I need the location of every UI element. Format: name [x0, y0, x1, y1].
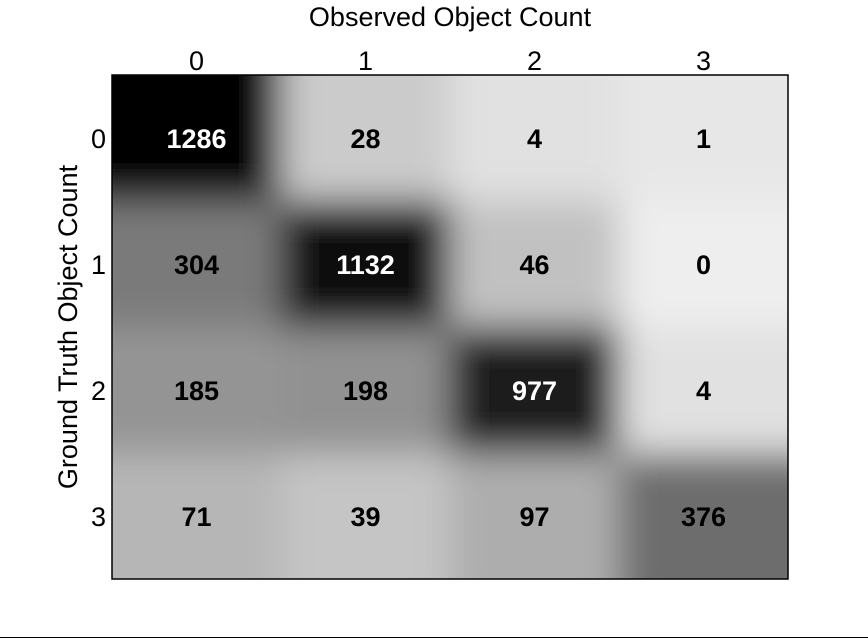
x-axis-label: Observed Object Count: [309, 2, 592, 32]
cell-value-label: 376: [681, 502, 726, 532]
heatmap-cell-r0-c0: [112, 75, 281, 201]
cell-value-label: 185: [174, 376, 219, 406]
x-tick-label: 1: [358, 46, 373, 76]
y-tick-label: 1: [91, 250, 106, 280]
y-tick-label: 0: [91, 124, 106, 154]
heatmap-cell-r3-c2: [450, 453, 619, 579]
heatmap-cell-r0-c1: [281, 75, 450, 201]
heatmap-cell-r2-c2: [450, 327, 619, 453]
heatmap-cell-r2-c0: [112, 327, 281, 453]
heatmap-cell-r1-c0: [112, 201, 281, 327]
cell-value-label: 1286: [166, 124, 226, 154]
heatmap-cell-r1-c1: [281, 201, 450, 327]
cell-value-label: 1132: [336, 250, 395, 280]
plot-frame: [111, 74, 789, 580]
bottom-rule: [0, 637, 868, 638]
cell-value-label: 4: [527, 124, 542, 154]
heatmap-cell-r1-c2: [450, 201, 619, 327]
x-tick-label: 0: [189, 46, 204, 76]
heatmap-cell-r2-c1: [281, 327, 450, 453]
cell-value-label: 46: [519, 250, 549, 280]
cell-value-label: 977: [512, 376, 557, 406]
cell-value-label: 4: [696, 376, 711, 406]
cell-value-label: 28: [350, 124, 380, 154]
y-axis-label: Ground Truth Object Count: [53, 164, 83, 489]
cell-value-label: 198: [343, 376, 388, 406]
heatmap-cell-r3-c3: [619, 453, 788, 579]
heatmap-cell-r2-c3: [619, 327, 788, 453]
cell-value-label: 1: [696, 124, 711, 154]
cell-value-label: 71: [181, 502, 211, 532]
cell-value-label: 39: [350, 502, 380, 532]
heatmap-cell-r0-c2: [450, 75, 619, 201]
heatmap-cell-r3-c0: [112, 453, 281, 579]
x-tick-label: 3: [696, 46, 711, 76]
cell-value-label: 0: [696, 250, 711, 280]
cell-value-label: 304: [174, 250, 219, 280]
y-tick-label: 3: [91, 502, 106, 532]
x-tick-label: 2: [527, 46, 542, 76]
heatmap-cell-r0-c3: [619, 75, 788, 201]
heatmap-cell-r1-c3: [619, 201, 788, 327]
cell-value-label: 97: [519, 502, 549, 532]
y-tick-label: 2: [91, 376, 106, 406]
heatmap-cell-r3-c1: [281, 453, 450, 579]
